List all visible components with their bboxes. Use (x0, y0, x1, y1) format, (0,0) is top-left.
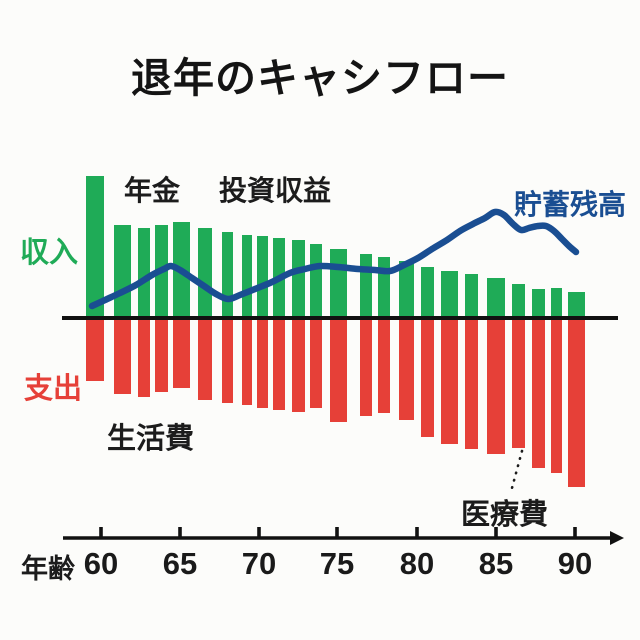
income-bar (421, 267, 434, 316)
expense-bar (551, 320, 562, 473)
axis-arrow-icon (610, 531, 624, 545)
income-bar (487, 278, 505, 316)
label-savings-balance: 貯蓄残高 (514, 189, 627, 220)
expense-bar (532, 320, 545, 468)
income-bar (551, 288, 562, 316)
axis-tick-label: 80 (399, 546, 435, 581)
label-living-cost: 生活費 (107, 423, 195, 455)
income-bar (512, 284, 525, 316)
income-bar (198, 228, 212, 316)
expense-bar (441, 320, 458, 444)
label-age-axis: 年齢 (21, 554, 75, 584)
expense-bar (273, 320, 285, 410)
axis-tick-label: 75 (319, 546, 355, 581)
label-investment-income: 投資収益 (219, 175, 332, 206)
expense-bar (568, 320, 585, 487)
income-bar (86, 176, 104, 316)
expense-bar (222, 320, 233, 403)
income-bar (138, 228, 150, 316)
income-bar (222, 232, 233, 316)
axis-tick-label: 85 (478, 546, 514, 581)
axis-tick-label: 90 (557, 546, 593, 581)
expense-bar (487, 320, 505, 454)
expense-bar (360, 320, 372, 416)
zero-baseline (62, 316, 618, 320)
expense-bar (173, 320, 190, 388)
page-title: 退年のキャシフロー (131, 55, 509, 101)
expense-bar (399, 320, 414, 420)
income-bar (441, 271, 458, 316)
expense-bar (465, 320, 478, 449)
income-bar (310, 244, 322, 316)
expense-bar (86, 320, 104, 381)
expense-bar (512, 320, 525, 448)
axis-tick-label: 65 (162, 546, 198, 581)
income-bar (568, 292, 585, 316)
expense-bar (378, 320, 390, 413)
expense-bar (242, 320, 252, 405)
expense-bar (421, 320, 434, 437)
label-medical-cost: 医療費 (461, 499, 549, 531)
label-income: 収入 (20, 237, 79, 269)
expense-bar (310, 320, 322, 408)
expense-bar (330, 320, 347, 422)
expense-bar (257, 320, 268, 408)
expense-bar (155, 320, 168, 392)
income-bar (292, 240, 305, 316)
label-expense: 支出 (24, 373, 83, 405)
income-bar (532, 289, 545, 316)
label-pension: 年金 (124, 175, 181, 206)
expense-bar (138, 320, 150, 397)
axis-tick-label: 70 (241, 546, 277, 581)
income-bar (257, 236, 268, 316)
income-bar (242, 235, 252, 316)
expense-bar (114, 320, 131, 394)
expense-bar (292, 320, 305, 412)
axis-tick-label: 60 (83, 546, 119, 581)
income-bar (465, 274, 478, 316)
income-bar (399, 261, 414, 316)
expense-bar (198, 320, 212, 400)
